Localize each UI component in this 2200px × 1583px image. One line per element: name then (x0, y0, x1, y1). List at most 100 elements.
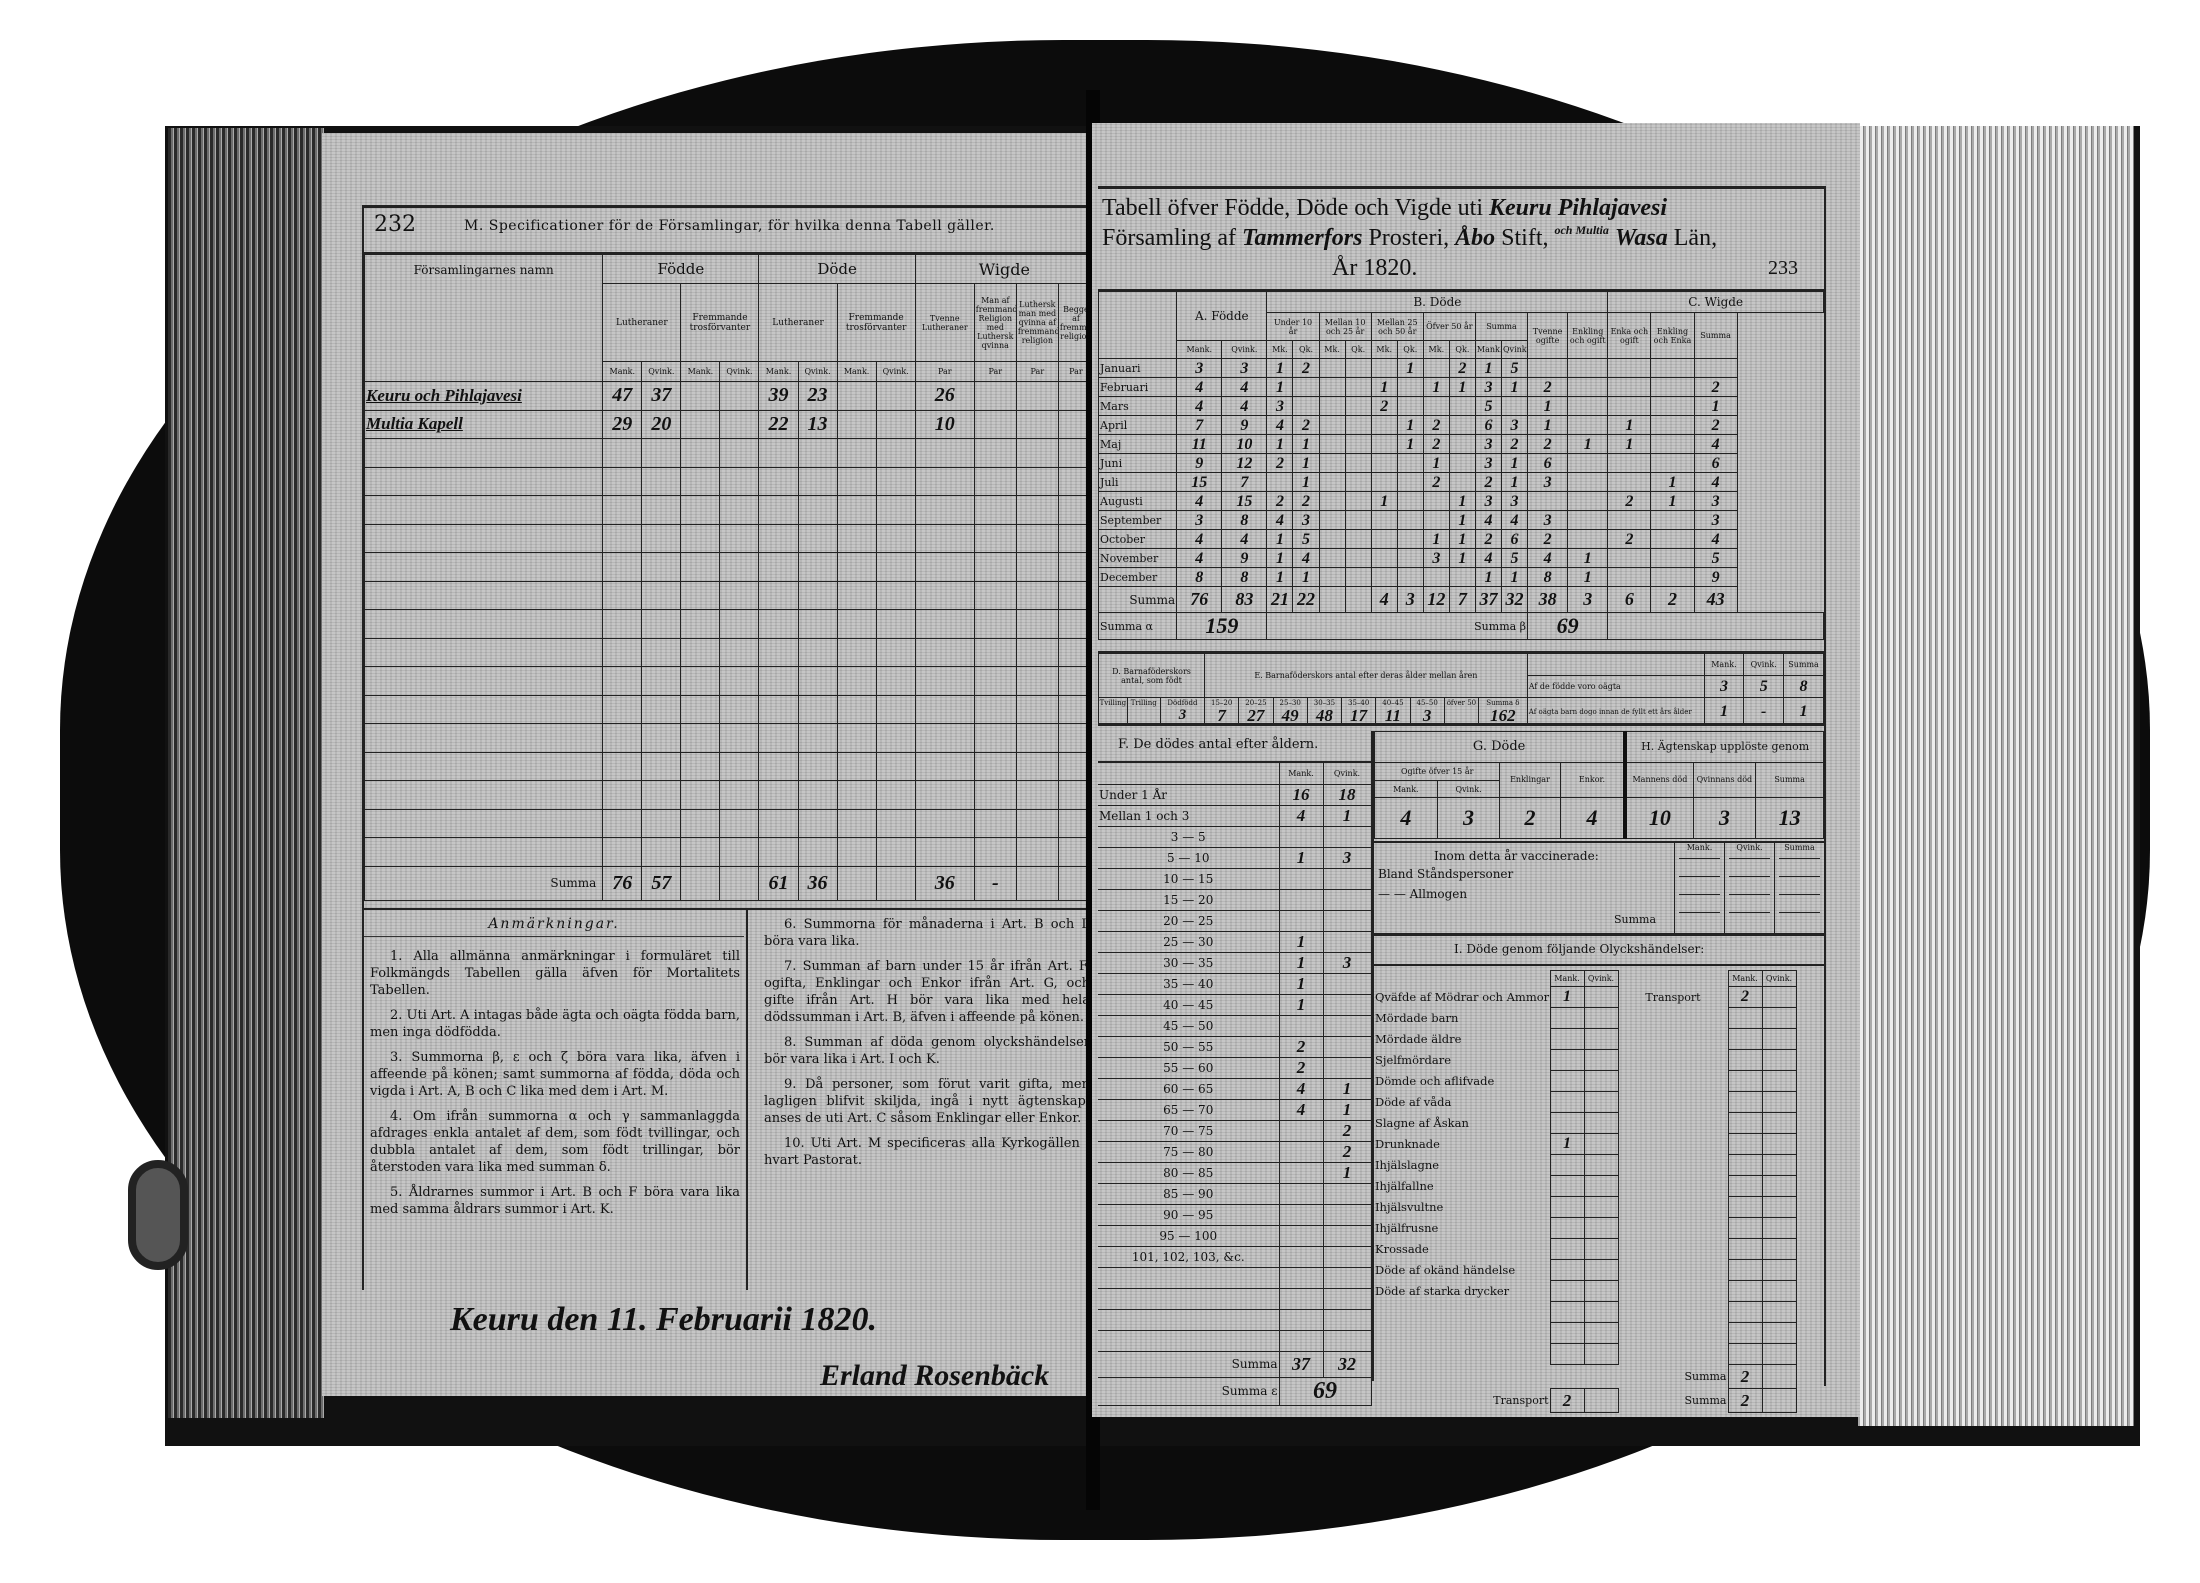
cell-value (797, 808, 838, 838)
accident-row (1374, 1322, 1824, 1344)
header-b-dode: B. Döde (1266, 290, 1609, 313)
e-value: 7 (1217, 705, 1226, 725)
g-h-title-row: G. Döde H. Ägtenskap upplöste genom (1374, 731, 1825, 763)
cell-value: 6 (1474, 415, 1502, 435)
remark-item: 2. Uti Art. A intagas både ägta och oägt… (370, 1008, 740, 1040)
cell-value (875, 609, 916, 639)
cell-value (641, 723, 682, 753)
accident-row: Döde af våda (1374, 1091, 1824, 1113)
cell-value: 3 (1500, 415, 1529, 435)
header-b-sub: Mellan 25 och 50 år (1370, 312, 1424, 341)
cell-value (875, 552, 916, 582)
h-title: H. Ägtenskap upplöste genom (1623, 731, 1825, 763)
g-mank: Mank. (1374, 780, 1438, 798)
age-mank: 1 (1278, 930, 1324, 953)
accident-label: Mördade äldre (1374, 1028, 1551, 1050)
table-title: Tabell öfver Födde, Döde och Vigde uti K… (1102, 193, 1822, 285)
cell-value (797, 495, 838, 525)
age-mank (1278, 1161, 1324, 1184)
e-cell: 15–20 7 (1204, 697, 1240, 726)
cell-value (836, 780, 877, 810)
accident-mank (1549, 1343, 1585, 1365)
blank (1617, 1301, 1729, 1323)
cell-value (1344, 377, 1372, 397)
table-row (363, 723, 1095, 753)
parish-name (363, 552, 604, 582)
cell-value (973, 523, 1017, 553)
blank (1727, 1028, 1763, 1050)
vacc-col-header: Mank. (1686, 843, 1713, 852)
e-cell: 30–35 48 (1306, 697, 1343, 726)
cell-value (1607, 377, 1652, 397)
header-lutheraner: Lutheraner (758, 283, 838, 362)
unit-qk: Qk. (1344, 340, 1372, 359)
age-mank: 4 (1278, 1077, 1324, 1100)
age-qvink (1322, 1035, 1372, 1058)
cell-value (836, 694, 877, 724)
age-row: Under 1 År 16 18 (1098, 783, 1372, 806)
left-page-edges (168, 128, 324, 1418)
e-cell: öfver 50 (1443, 697, 1480, 726)
header-c-sub: Enkling och ogift (1567, 312, 1609, 359)
cell-value (680, 438, 721, 468)
table-row (363, 552, 1095, 582)
cell-value (914, 580, 975, 610)
cell-value (875, 751, 916, 781)
accident-qvink (1583, 1154, 1619, 1176)
cell-value (797, 666, 838, 696)
cell-value: 2 (1422, 434, 1450, 454)
cell-value (1607, 396, 1652, 416)
cell-value (973, 808, 1017, 838)
accident-qvink (1583, 1238, 1619, 1260)
cell-value (602, 808, 643, 838)
cell-value (1422, 396, 1450, 416)
header-c-sub: Enkling och Enka (1650, 312, 1695, 359)
table-row (363, 837, 1095, 867)
signature: Erland Rosenbäck (820, 1359, 1050, 1392)
accident-row: Mördade barn (1374, 1007, 1824, 1029)
cell-value (973, 495, 1017, 525)
cell-value (719, 495, 760, 525)
cell-value (1318, 415, 1346, 435)
header-luthersk_man: Luthersk man med qvinna af fremmande rel… (1015, 283, 1059, 362)
cell-value: 1 (1292, 472, 1320, 492)
table-row (363, 780, 1095, 810)
cell-value (1370, 529, 1398, 549)
cell-value (797, 609, 838, 639)
parish-name (363, 751, 604, 781)
month-label: Maj (1097, 434, 1178, 454)
cell-value (875, 409, 916, 439)
vacc-blank-line (1679, 858, 1720, 870)
cell-value (1015, 409, 1059, 439)
cell-value (836, 523, 877, 553)
cell-value (1370, 510, 1398, 530)
accident-label: Ihjälslagne (1374, 1154, 1551, 1176)
cell-value (836, 837, 877, 867)
vacc-col-header: Qvink. (1736, 843, 1763, 852)
cell-value: 9 (1176, 453, 1223, 473)
age-mank (1278, 909, 1324, 932)
age-label: 40 — 45 (1098, 993, 1280, 1016)
cell-value: 1 (1448, 510, 1476, 530)
cell-value (1266, 472, 1294, 492)
blank (1617, 1175, 1729, 1197)
cell-value: 3 (1527, 472, 1569, 492)
header-man_fremmande: Man af fremmande Religion med Luthersk q… (973, 283, 1017, 362)
cell-value (602, 609, 643, 639)
cell-value (914, 808, 975, 838)
age-qvink: 1 (1322, 804, 1372, 827)
table-row: Keuru och Pihlajavesi 47 37 39 23 26 (363, 381, 1095, 411)
cell-value: 4 (1474, 510, 1502, 530)
month-row: Maj 11 10 1 1 1 2 3 2 2 1 1 4 (1097, 434, 1824, 454)
cell-value (719, 666, 760, 696)
age-label: 90 — 95 (1098, 1203, 1280, 1226)
cell-value: 1 (1500, 472, 1529, 492)
age-label: 30 — 35 (1098, 951, 1280, 974)
cell-value (641, 751, 682, 781)
blank (1617, 1070, 1729, 1092)
age-qvink (1322, 972, 1372, 995)
cell-value (1370, 567, 1398, 587)
blank (1727, 1196, 1763, 1218)
oagta-value: 8 (1783, 675, 1824, 698)
cell-value (836, 723, 877, 753)
